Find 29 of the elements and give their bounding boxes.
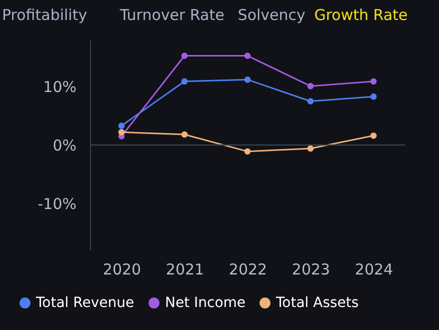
legend-label: Net Income	[165, 295, 246, 311]
point	[370, 132, 377, 139]
point	[244, 148, 251, 155]
y-tick-label: 0%	[52, 136, 76, 154]
point	[181, 131, 188, 138]
text: Growth Rate	[314, 6, 408, 24]
point	[307, 98, 314, 104]
point	[181, 78, 188, 85]
point	[118, 129, 125, 136]
x-tick-label: 2022	[228, 260, 268, 278]
point	[181, 52, 188, 59]
point	[370, 93, 377, 100]
y-tick-label: -10%	[38, 194, 76, 213]
point	[370, 78, 377, 85]
point	[307, 82, 314, 90]
legend-label: Total Assets	[275, 295, 359, 311]
text: Solvency	[238, 6, 306, 24]
point	[244, 52, 251, 59]
x-tick-label: 2020	[102, 260, 142, 278]
x-tick-label: 2023	[292, 260, 330, 278]
x-tick-label: 2024	[354, 260, 394, 278]
y-tick-label: 10%	[43, 78, 76, 96]
legend-label: Total Revenue	[35, 295, 134, 311]
point	[244, 76, 251, 83]
text: Turnover Rate	[118, 6, 224, 24]
x-tick-label: 2021	[166, 260, 204, 278]
text: Profitability	[2, 6, 88, 24]
point	[307, 145, 314, 152]
point	[118, 122, 125, 129]
